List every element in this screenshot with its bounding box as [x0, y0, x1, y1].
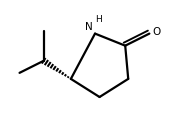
- Text: H: H: [95, 15, 101, 24]
- Text: O: O: [153, 26, 161, 36]
- Text: N: N: [85, 22, 93, 32]
